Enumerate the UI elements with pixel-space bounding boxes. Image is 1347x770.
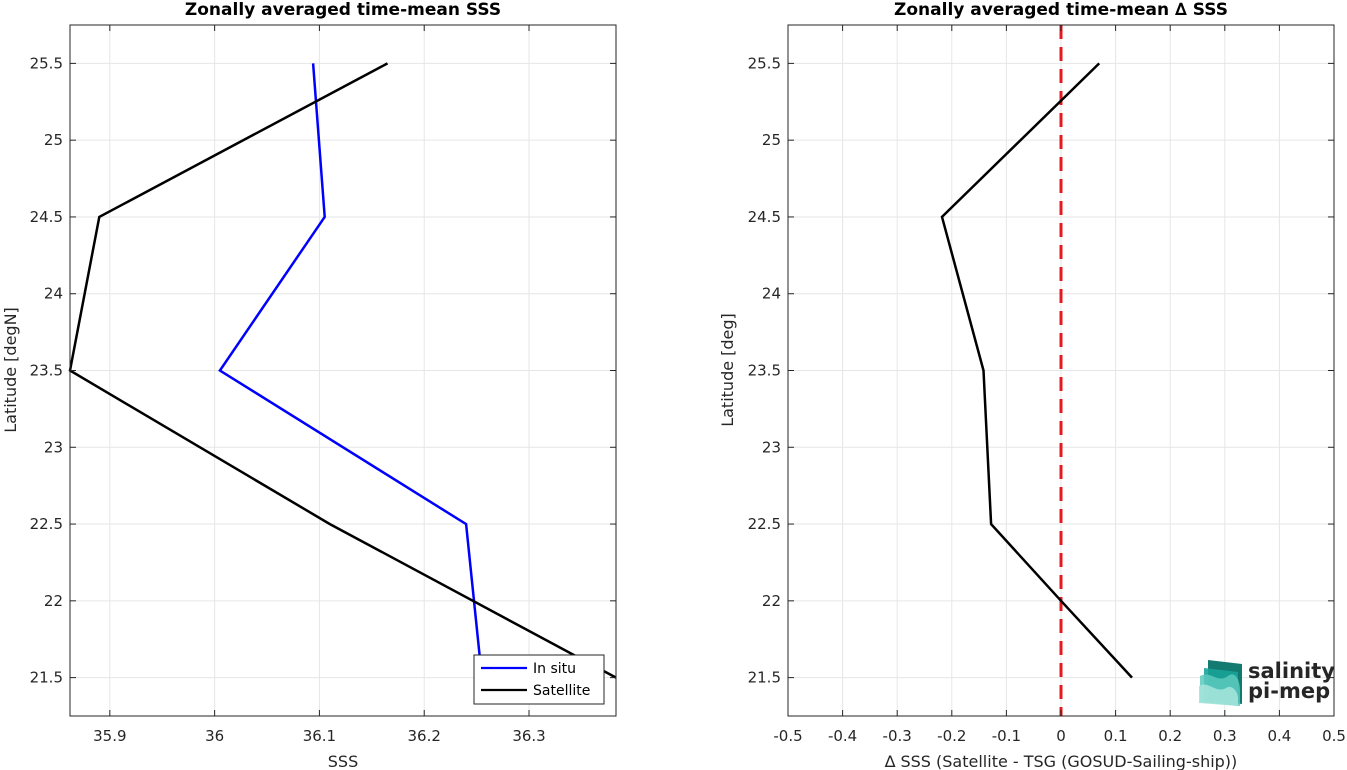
y-tick-label: 24 bbox=[762, 285, 781, 303]
legend-label-in-situ: In situ bbox=[533, 661, 576, 677]
y-tick-label: 25.5 bbox=[748, 54, 781, 72]
x-tick-label: -0.3 bbox=[883, 727, 912, 745]
logo-text-salinity: salinity bbox=[1248, 659, 1335, 683]
y-tick-label: 22.5 bbox=[30, 515, 63, 533]
sss-y-tick-labels: 21.5 22 22.5 23 23.5 24 24.5 25 25.5 bbox=[30, 54, 63, 686]
delta-y-tick-labels: 21.5 22 22.5 23 23.5 24 24.5 25 25.5 bbox=[748, 54, 781, 686]
delta-ticks bbox=[787, 25, 1335, 716]
sss-chart-title: Zonally averaged time-mean SSS bbox=[185, 0, 501, 20]
x-tick-label: 0.5 bbox=[1322, 727, 1346, 745]
y-tick-label: 22 bbox=[762, 592, 781, 610]
legend-box bbox=[473, 654, 605, 705]
sss-x-axis-label: SSS bbox=[328, 752, 358, 770]
delta-series-difference-line bbox=[940, 62, 1133, 679]
x-tick-label: 36.3 bbox=[512, 727, 545, 745]
sss-ticks bbox=[70, 25, 616, 716]
x-tick-label: 0.3 bbox=[1213, 727, 1237, 745]
x-tick-label: -0.1 bbox=[992, 727, 1021, 745]
delta-series bbox=[940, 62, 1133, 679]
y-tick-label: 23.5 bbox=[30, 362, 63, 380]
delta-y-axis-label: Latitude [deg] bbox=[718, 313, 737, 427]
y-tick-label: 22 bbox=[44, 592, 63, 610]
x-tick-label: -0.5 bbox=[773, 727, 802, 745]
sss-x-tick-labels: 35.9 36 36.1 36.2 36.3 bbox=[93, 727, 546, 745]
y-tick-label: 23 bbox=[762, 438, 781, 456]
waves-icon bbox=[1199, 660, 1242, 706]
x-tick-label: 0.4 bbox=[1267, 727, 1291, 745]
y-tick-label: 25 bbox=[44, 131, 63, 149]
salinity-pi-mep-logo: salinity pi-mep bbox=[1199, 659, 1335, 706]
y-tick-label: 23 bbox=[44, 438, 63, 456]
legend-label-satellite: Satellite bbox=[533, 683, 590, 699]
y-tick-label: 25.5 bbox=[30, 54, 63, 72]
x-tick-label: 0 bbox=[1056, 727, 1066, 745]
x-tick-label: 0.2 bbox=[1158, 727, 1182, 745]
delta-x-axis-label: ∆ SSS (Satellite - TSG (GOSUD-Sailing-sh… bbox=[884, 752, 1238, 770]
y-tick-label: 24.5 bbox=[30, 208, 63, 226]
y-tick-label: 23.5 bbox=[748, 362, 781, 380]
sss-y-axis-label: Latitude [degN] bbox=[1, 307, 20, 433]
x-tick-label: 35.9 bbox=[93, 727, 126, 745]
delta-x-tick-labels: -0.5 -0.4 -0.3 -0.2 -0.1 0 0.1 0.2 0.3 0.4 0.5 bbox=[773, 727, 1346, 745]
sss-series-in-situ-line bbox=[218, 63, 484, 678]
sss-panel: 35.9 36 36.1 36.2 36.3 21.5 22 22.5 23 23.5 24 24.… bbox=[1, 0, 617, 770]
x-tick-label: -0.4 bbox=[828, 727, 857, 745]
logo-text-pi-mep: pi-mep bbox=[1248, 679, 1330, 703]
y-tick-label: 22.5 bbox=[748, 515, 781, 533]
legend: In situ Satellite bbox=[473, 654, 605, 705]
delta-chart-title: Zonally averaged time-mean ∆ SSS bbox=[894, 0, 1228, 20]
x-tick-label: 0.1 bbox=[1104, 727, 1128, 745]
x-tick-label: 36.2 bbox=[408, 727, 441, 745]
y-tick-label: 24 bbox=[44, 285, 63, 303]
y-tick-label: 25 bbox=[762, 131, 781, 149]
delta-sss-panel: -0.5 -0.4 -0.3 -0.2 -0.1 0 0.1 0.2 0.3 0.4 0.5 21.… bbox=[718, 0, 1346, 770]
x-tick-label: 36.1 bbox=[303, 727, 336, 745]
x-tick-label: 36 bbox=[205, 727, 224, 745]
y-tick-label: 21.5 bbox=[30, 669, 63, 687]
y-tick-label: 24.5 bbox=[748, 208, 781, 226]
x-tick-label: -0.2 bbox=[937, 727, 966, 745]
y-tick-label: 21.5 bbox=[748, 669, 781, 687]
